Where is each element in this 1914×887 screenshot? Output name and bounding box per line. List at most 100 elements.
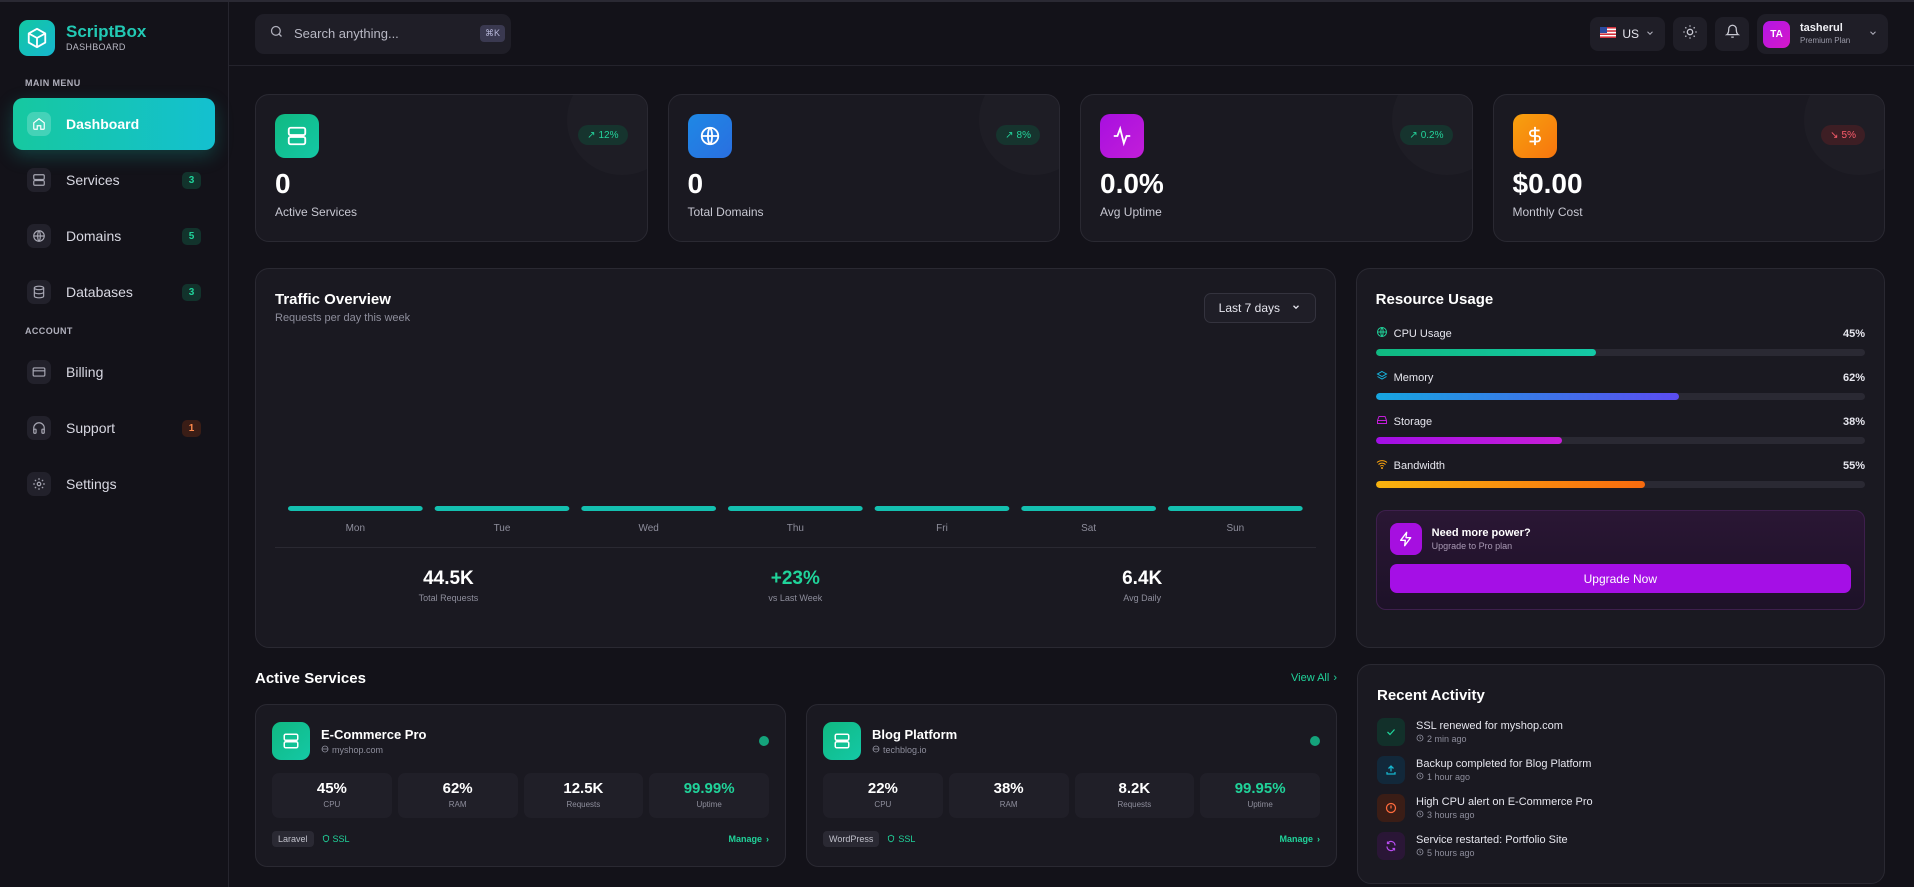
- activity-text: High CPU alert on E-Commerce Pro: [1416, 796, 1593, 808]
- activity-text: Service restarted: Portfolio Site: [1416, 834, 1568, 846]
- count-badge: 1: [182, 419, 201, 437]
- brand[interactable]: ScriptBox DASHBOARD: [13, 20, 215, 56]
- recent-activity-card: Recent Activity SSL renewed for myshop.c…: [1357, 664, 1885, 884]
- notifications-button[interactable]: [1715, 17, 1749, 51]
- user-plan: Premium Plan: [1800, 35, 1851, 45]
- sidebar-item-support[interactable]: Support 1: [13, 402, 215, 454]
- sidebar-item-domains[interactable]: Domains 5: [13, 210, 215, 262]
- service-name: E-Commerce Pro: [321, 727, 427, 742]
- service-card[interactable]: E-Commerce Pro myshop.com 45% CPU 62% RAM 12.5…: [255, 704, 786, 867]
- shield-icon: [887, 834, 895, 845]
- metric-value: 12.5K: [563, 780, 604, 797]
- stat-card-active-services[interactable]: ↗ 12% 0 Active Services: [255, 94, 648, 242]
- stat-card-avg-uptime[interactable]: ↗ 0.2% 0.0% Avg Uptime: [1080, 94, 1473, 242]
- manage-link[interactable]: Manage ›: [1279, 834, 1320, 844]
- upgrade-promo: Need more power? Upgrade to Pro plan Upg…: [1375, 510, 1865, 610]
- arrow-up-right-icon: ↗: [1005, 129, 1014, 141]
- upgrade-now-button[interactable]: Upgrade Now: [1389, 564, 1851, 593]
- chart-bar-thu: [727, 506, 863, 511]
- resource-progress-track: [1375, 437, 1865, 444]
- resource-item: Storage 38%: [1375, 414, 1865, 444]
- metric-ram: 38% RAM: [948, 773, 1069, 818]
- trend-value: 8%: [1016, 129, 1031, 141]
- metric-value: 38%: [993, 780, 1024, 797]
- resource-progress-fill: [1375, 349, 1596, 356]
- arrow-up-right-icon: ↗: [1409, 129, 1418, 141]
- sidebar-item-databases[interactable]: Databases 3: [13, 266, 215, 318]
- trend-value: 5%: [1841, 129, 1856, 141]
- alert-icon: [1377, 794, 1405, 822]
- service-cards: E-Commerce Pro myshop.com 45% CPU 62% RAM 12.5…: [255, 704, 1337, 867]
- x-tick-label: Sat: [1081, 523, 1096, 534]
- traffic-chart: Mon Tue Wed Thu Fri Sat Sun: [282, 349, 1309, 541]
- count-badge: 3: [182, 283, 201, 301]
- active-services-section: Active Services View All › E-Commerce Pro…: [255, 666, 1337, 884]
- status-dot: [759, 736, 769, 746]
- upgrade-title: Need more power?: [1431, 527, 1531, 539]
- sidebar-item-label: Support: [66, 420, 116, 436]
- home-icon: [27, 112, 51, 136]
- resource-progress-fill: [1375, 393, 1680, 400]
- upload-icon: [1377, 756, 1405, 784]
- cpu-icon: [1376, 326, 1388, 341]
- range-select[interactable]: Last 7 days: [1203, 293, 1316, 323]
- card-title: Traffic Overview: [275, 291, 391, 308]
- sidebar-item-label: Billing: [66, 364, 104, 380]
- count-badge: 3: [182, 171, 201, 189]
- metric-ram: 62% RAM: [397, 773, 518, 818]
- traffic-chart-svg: Mon Tue Wed Thu Fri Sat Sun: [287, 506, 1303, 534]
- trend-badge: ↗ 12%: [578, 125, 628, 145]
- stat-card-total-domains[interactable]: ↗ 8% 0 Total Domains: [667, 94, 1060, 242]
- resource-list: CPU Usage 45% Memory 62% Storage 38% Bandwidth…: [1375, 326, 1865, 488]
- activity-item[interactable]: High CPU alert on E-Commerce Pro 3 hours …: [1377, 794, 1865, 822]
- sidebar-item-services[interactable]: Services 3: [13, 154, 215, 206]
- activity-list: SSL renewed for myshop.com 2 min ago Backu…: [1377, 718, 1865, 860]
- user-menu[interactable]: TA tasherul Premium Plan: [1757, 14, 1888, 54]
- stat-label: Monthly Cost: [1512, 205, 1583, 219]
- sidebar-item-billing[interactable]: Billing: [13, 346, 215, 398]
- chevron-right-icon: ›: [1317, 834, 1320, 844]
- chart-bar-sat: [1021, 506, 1156, 511]
- clock-icon: [1416, 734, 1424, 744]
- theme-toggle-button[interactable]: [1673, 17, 1707, 51]
- view-all-link[interactable]: View All ›: [1291, 672, 1337, 684]
- trend-badge: ↗ 0.2%: [1400, 125, 1453, 145]
- topbar: ⌘K US TA tasherul Premiu: [229, 2, 1914, 66]
- summary-label: vs Last Week: [768, 593, 823, 603]
- activity-time: 2 min ago: [1427, 734, 1467, 744]
- resource-progress-track: [1375, 481, 1865, 488]
- activity-icon: [1100, 114, 1144, 158]
- sidebar-item-settings[interactable]: Settings: [13, 458, 215, 510]
- activity-time: 1 hour ago: [1427, 772, 1471, 782]
- search-input[interactable]: [294, 26, 470, 41]
- refresh-icon: [1377, 832, 1405, 860]
- clock-icon: [1416, 810, 1424, 820]
- service-card[interactable]: Blog Platform techblog.io 22% CPU 38% RAM 8.2K…: [806, 704, 1337, 867]
- resource-progress-track: [1375, 349, 1865, 356]
- language-selector[interactable]: US: [1590, 17, 1665, 51]
- resource-name: Memory: [1393, 371, 1434, 384]
- brand-subtitle: DASHBOARD: [66, 42, 126, 52]
- sidebar-item-dashboard[interactable]: Dashboard: [13, 98, 215, 150]
- sidebar-item-label: Databases: [66, 284, 133, 300]
- language-label: US: [1622, 27, 1639, 41]
- sidebar-item-label: Services: [66, 172, 120, 188]
- brand-name: ScriptBox: [66, 22, 147, 41]
- resource-progress-fill: [1375, 437, 1562, 444]
- search-box[interactable]: ⌘K: [255, 13, 511, 54]
- arrow-up-right-icon: ↗: [587, 129, 596, 141]
- layers-icon: [1376, 370, 1388, 385]
- stat-card-monthly-cost[interactable]: ↘ 5% $0.00 Monthly Cost: [1492, 94, 1885, 242]
- shield-icon: [322, 834, 330, 845]
- manage-link[interactable]: Manage ›: [728, 834, 769, 844]
- upgrade-subtitle: Upgrade to Pro plan: [1431, 541, 1513, 551]
- activity-item[interactable]: Backup completed for Blog Platform 1 hour…: [1377, 756, 1865, 784]
- tech-tag: Laravel: [272, 831, 314, 847]
- sidebar-item-label: Dashboard: [66, 116, 140, 132]
- metric-label: Uptime: [696, 800, 722, 809]
- activity-item[interactable]: Service restarted: Portfolio Site 5 hours…: [1377, 832, 1865, 860]
- ssl-label: SSL: [332, 834, 350, 844]
- activity-item[interactable]: SSL renewed for myshop.com 2 min ago: [1377, 718, 1865, 746]
- summary-label: Total Requests: [418, 593, 479, 603]
- summary-value: 6.4K: [1122, 568, 1163, 589]
